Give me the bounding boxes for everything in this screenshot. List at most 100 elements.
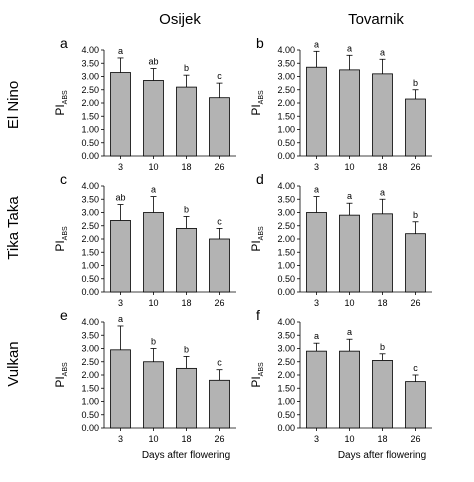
bar [339, 350, 360, 429]
y-tick-label: 2.50 [277, 357, 295, 367]
x-axis-title-left: Days after flowering [142, 450, 230, 461]
y-tick-label: 3.50 [81, 58, 99, 68]
bar [209, 379, 230, 429]
x-tick-label: 3 [118, 162, 123, 172]
row-title-tika-taka: Tika Taka [5, 196, 22, 260]
bar [372, 213, 393, 293]
bar [339, 214, 360, 293]
x-tick-label: 18 [377, 434, 387, 444]
bar [143, 361, 164, 429]
panel-a: a PIABS 0.00 0.50 1.00 1.50 2.00 2.50 3.00 3.50 4.… [53, 35, 236, 172]
panel-letter: c [60, 171, 67, 187]
y-axis-title: PIABS [249, 90, 265, 116]
y-tick-label: 3.50 [277, 194, 295, 204]
y-axis-title: PIABS [53, 226, 69, 252]
x-tick-label: 10 [344, 298, 354, 308]
significance-letter: a [314, 39, 319, 49]
bar [306, 66, 327, 157]
y-tick-label: 2.50 [81, 221, 99, 231]
y-tick-label: 1.50 [81, 111, 99, 121]
y-tick-label: 1.00 [81, 125, 99, 135]
y-tick-label: 2.00 [81, 98, 99, 108]
y-tick-label: 2.50 [277, 85, 295, 95]
y-tick-label: 1.50 [81, 383, 99, 393]
panels: aPIABS0.000.501.001.502.002.503.003.504.… [53, 35, 432, 444]
panel-b: b PIABS 0.00 0.50 1.00 1.50 2.00 2.50 3.00 3.50 4.… [249, 35, 432, 172]
bar [176, 367, 197, 429]
panel-letter: f [256, 307, 260, 323]
significance-letter: a [380, 47, 385, 57]
bar [405, 381, 426, 429]
y-tick-label: 4.00 [81, 317, 99, 327]
x-tick-label: 18 [181, 434, 191, 444]
row-title-vulkan: Vulkan [5, 341, 22, 386]
x-tick-label: 10 [344, 434, 354, 444]
x-tick-label: 26 [214, 434, 224, 444]
y-tick-label: 0.50 [277, 410, 295, 420]
bar [306, 350, 327, 429]
significance-letter: c [217, 358, 222, 368]
x-tick-label: 10 [344, 162, 354, 172]
bar [176, 86, 197, 157]
x-tick-label: 3 [314, 162, 319, 172]
y-tick-label: 1.00 [277, 397, 295, 407]
y-tick-label: 0.00 [81, 151, 99, 161]
y-tick-label: 3.00 [81, 344, 99, 354]
y-tick-label: 1.50 [81, 247, 99, 257]
y-tick-label: 0.00 [277, 287, 295, 297]
significance-letter: a [118, 314, 123, 324]
y-tick-label: 3.50 [81, 330, 99, 340]
x-tick-label: 18 [377, 298, 387, 308]
y-tick-label: 0.50 [81, 410, 99, 420]
y-tick-label: 3.50 [277, 58, 295, 68]
y-axis-title-subscript: ABS [62, 90, 69, 104]
y-tick-label: 0.00 [81, 423, 99, 433]
significance-letter: a [118, 46, 123, 56]
y-tick-label: 1.00 [81, 261, 99, 271]
y-tick-label: 3.00 [81, 208, 99, 218]
significance-letter: c [217, 216, 222, 226]
y-tick-label: 1.50 [277, 383, 295, 393]
y-tick-label: 4.00 [277, 181, 295, 191]
x-tick-label: 10 [148, 162, 158, 172]
x-tick-label: 18 [377, 162, 387, 172]
x-tick-label: 3 [118, 434, 123, 444]
significance-letter: b [184, 344, 189, 354]
significance-letter: a [347, 43, 352, 53]
bar [372, 360, 393, 429]
significance-letter: a [314, 185, 319, 195]
y-axis-title: PIABS [53, 90, 69, 116]
y-axis-title-subscript: ABS [62, 226, 69, 240]
bar [405, 233, 426, 293]
x-tick-label: 26 [410, 162, 420, 172]
y-axis-title-main: PI [53, 376, 67, 387]
y-tick-label: 2.00 [277, 98, 295, 108]
bar [110, 349, 131, 429]
bar [339, 69, 360, 157]
panel-d: d PIABS 0.00 0.50 1.00 1.50 2.00 2.50 3.00 3.50 4.… [249, 171, 432, 308]
y-tick-label: 0.50 [81, 274, 99, 284]
y-tick-label: 4.00 [277, 45, 295, 55]
y-axis-title: PIABS [249, 226, 265, 252]
y-tick-label: 0.50 [277, 138, 295, 148]
significance-letter: b [151, 337, 156, 347]
y-tick-label: 2.00 [277, 370, 295, 380]
column-title-osijek: Osijek [159, 11, 201, 28]
x-tick-label: 10 [148, 434, 158, 444]
bar [110, 72, 131, 157]
y-axis-title-main: PI [249, 376, 263, 387]
significance-letter: ab [148, 57, 158, 67]
panel-letter: e [60, 307, 68, 323]
y-tick-label: 0.50 [277, 274, 295, 284]
significance-letter: b [184, 63, 189, 73]
y-tick-label: 0.00 [277, 423, 295, 433]
y-axis-title-subscript: ABS [62, 362, 69, 376]
bar [306, 212, 327, 293]
significance-letter: a [347, 191, 352, 201]
x-tick-label: 26 [410, 434, 420, 444]
x-tick-label: 26 [214, 162, 224, 172]
panel-e: e PIABS 0.00 0.50 1.00 1.50 2.00 2.50 3.00 3.50 4.… [53, 307, 236, 444]
panel-letter: a [60, 35, 68, 51]
y-tick-label: 3.00 [277, 344, 295, 354]
